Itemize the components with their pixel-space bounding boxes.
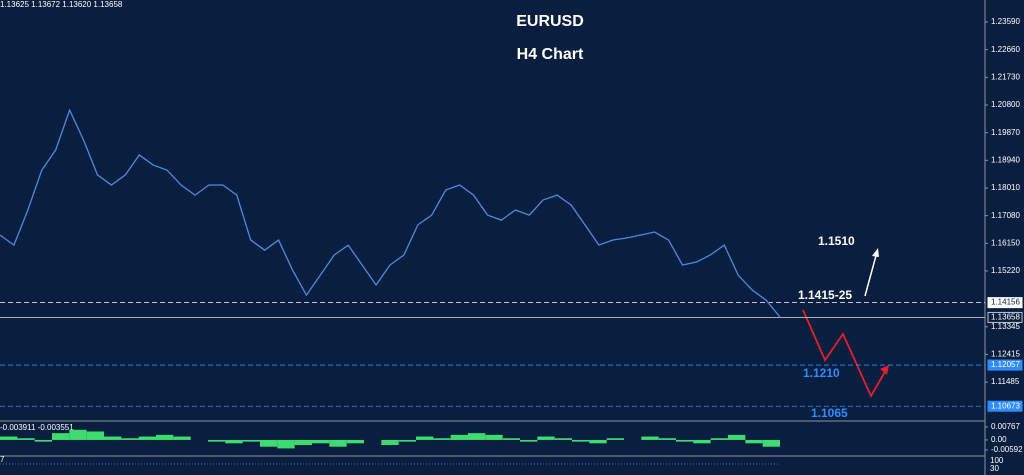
- histogram-bar: [433, 438, 451, 440]
- histogram-bar: [208, 439, 226, 442]
- level-box: [987, 359, 1023, 371]
- histogram-bar: [104, 436, 122, 440]
- histogram-bar: [537, 436, 555, 440]
- histogram-bar: [676, 439, 694, 442]
- level-label: 1.13658: [991, 313, 1020, 322]
- level-label: 1.14156: [991, 298, 1020, 307]
- histogram-bar: [329, 439, 347, 447]
- y-tick-label: 1.15220: [991, 266, 1020, 275]
- histogram-bar: [710, 438, 728, 440]
- histogram-bar: [225, 439, 243, 444]
- histogram-bar: [121, 438, 139, 440]
- y-tick-label: 0.00767: [991, 422, 1020, 431]
- histogram-bar: [520, 439, 538, 442]
- histogram-bar: [173, 436, 191, 440]
- histogram-bar: [762, 439, 780, 447]
- histogram-bar: [346, 439, 364, 444]
- histogram-bar: [242, 439, 260, 442]
- histogram-bar: [156, 434, 174, 440]
- histogram-bar: [312, 439, 330, 444]
- lower-label: 7: [0, 455, 5, 464]
- histogram-bar: [589, 439, 607, 444]
- histogram-bar: [572, 439, 590, 442]
- histogram-bar: [485, 434, 503, 440]
- lower-label: 30: [990, 464, 999, 473]
- y-tick-label: 1.17080: [991, 211, 1020, 220]
- y-tick-label: 1.19870: [991, 128, 1020, 137]
- y-tick-label: 1.16150: [991, 238, 1020, 247]
- histogram-bar: [745, 439, 763, 444]
- level-box: [987, 400, 1023, 412]
- histogram-bar: [260, 439, 278, 447]
- level-label: 1.10673: [991, 401, 1020, 410]
- histogram-bar: [450, 434, 468, 440]
- arrow-head: [872, 248, 879, 257]
- histogram-bar: [606, 438, 624, 440]
- histogram-bar: [381, 439, 399, 446]
- histogram-bar: [658, 438, 676, 440]
- level-box: [987, 311, 1023, 323]
- histogram-bar: [728, 434, 746, 440]
- y-tick-label: 1.12415: [991, 350, 1020, 359]
- y-tick-label: 1.11485: [991, 377, 1020, 386]
- y-tick-label: 1.18940: [991, 155, 1020, 164]
- histogram-bar: [554, 438, 572, 440]
- annotation: 1.1415-25: [798, 288, 852, 302]
- histogram-bar: [17, 438, 35, 440]
- y-tick-label: 1.20800: [991, 100, 1020, 109]
- lower-label: 100: [990, 456, 1004, 465]
- histogram-bar: [138, 436, 156, 440]
- arrow-head: [880, 365, 889, 375]
- histogram-bar: [34, 439, 52, 442]
- histogram-bar: [398, 439, 416, 442]
- level-box: [987, 297, 1023, 309]
- price-line: [0, 108, 781, 318]
- indicator-label: -0.003911 -0.003551: [0, 423, 74, 432]
- histogram-bar: [468, 433, 486, 440]
- y-tick-label: 0.00: [991, 435, 1007, 444]
- y-tick-label: 1.13345: [991, 322, 1020, 331]
- histogram-bar: [52, 433, 70, 440]
- histogram-bar: [69, 429, 87, 440]
- histogram-bar: [693, 439, 711, 444]
- y-tick-label: 1.23590: [991, 17, 1020, 26]
- annotation: 1.1065: [811, 406, 848, 420]
- y-tick-label: 1.18010: [991, 183, 1020, 192]
- y-tick-label: 1.21730: [991, 72, 1020, 81]
- histogram-bar: [294, 439, 312, 446]
- arrow: [802, 309, 887, 398]
- histogram-bar: [0, 436, 18, 440]
- y-tick-label: -0.00592: [991, 445, 1023, 454]
- level-label: 1.12057: [991, 360, 1020, 369]
- annotation: 1.1510: [818, 234, 855, 248]
- ohlc-label: 1.13625 1.13672 1.13620 1.13658: [0, 0, 123, 9]
- chart-title: EURUSD: [516, 13, 584, 30]
- histogram-bar: [277, 439, 295, 449]
- chart-subtitle: H4 Chart: [517, 46, 584, 63]
- histogram-bar: [86, 431, 104, 440]
- y-tick-label: 1.22660: [991, 45, 1020, 54]
- histogram-bar: [416, 436, 434, 440]
- histogram-bar: [641, 436, 659, 440]
- histogram-bar: [502, 438, 520, 440]
- annotation: 1.1210: [803, 366, 840, 380]
- arrow: [864, 251, 878, 297]
